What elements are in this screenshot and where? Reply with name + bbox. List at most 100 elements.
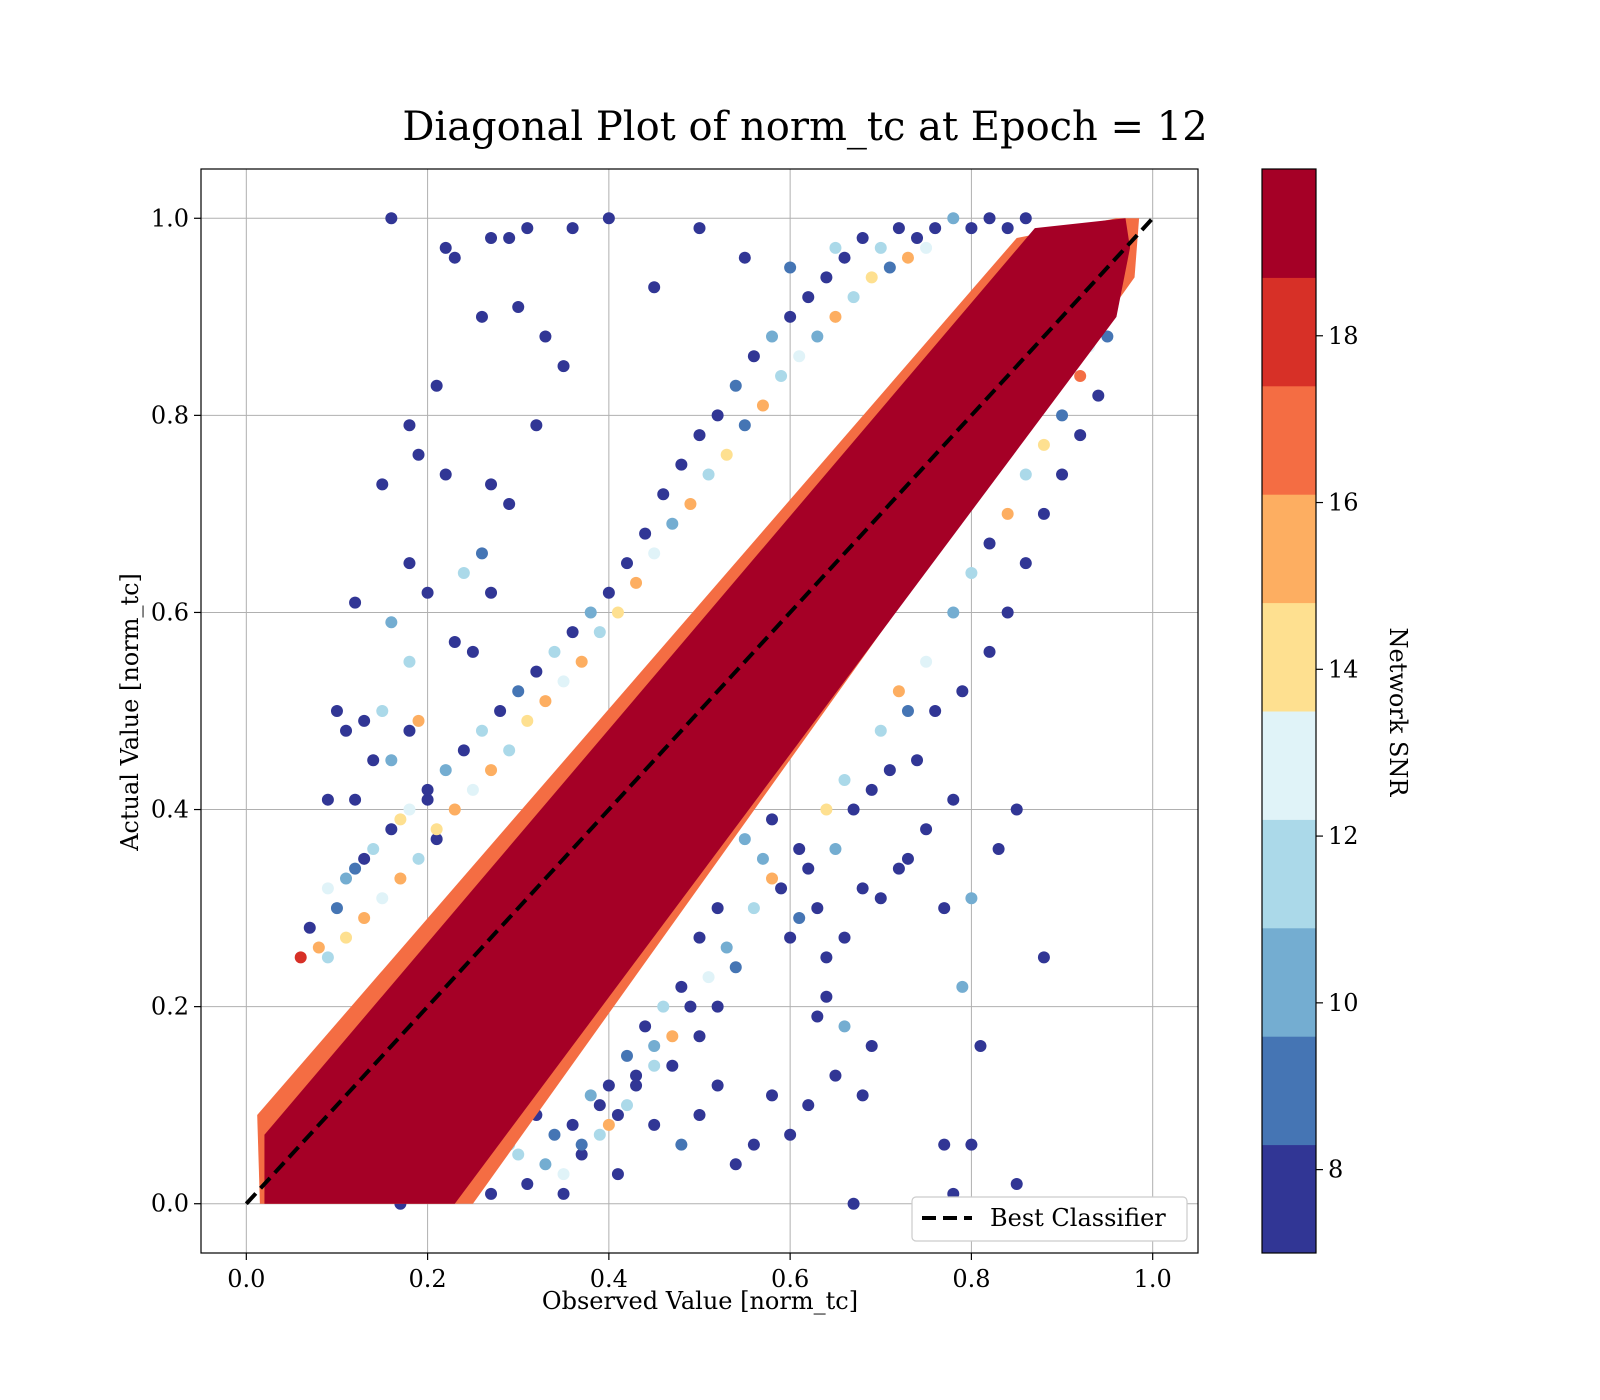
colorbar (1262, 169, 1316, 1254)
scatter-point (321, 793, 334, 806)
scatter-point (784, 261, 797, 274)
scatter-point (738, 833, 751, 846)
y-tick-label: 0.8 (151, 401, 189, 429)
scatter-point (1037, 438, 1050, 451)
scatter-point (729, 1158, 742, 1171)
scatter-point (403, 724, 416, 737)
scatter-point (965, 1138, 978, 1151)
scatter-point (838, 773, 851, 786)
scatter-point (766, 1089, 779, 1102)
scatter-point (820, 803, 833, 816)
scatter-point (340, 931, 353, 944)
scatter-point (566, 626, 579, 639)
colorbar-segment (1262, 385, 1316, 495)
scatter-point (784, 931, 797, 944)
legend-box (911, 1196, 1188, 1242)
scatter-point (947, 793, 960, 806)
scatter-point (747, 1138, 760, 1151)
scatter-point (611, 1109, 624, 1122)
scatter-point (793, 350, 806, 363)
scatter-point (1001, 507, 1014, 520)
scatter-point (1001, 222, 1014, 235)
y-tick-label: 0.0 (151, 1190, 189, 1218)
colorbar-frame (1261, 168, 1317, 1254)
scatter-point (1037, 951, 1050, 964)
scatter-point (965, 567, 978, 580)
scatter-point (485, 1187, 498, 1200)
colorbar-segment (1262, 819, 1316, 929)
scatter-point (385, 823, 398, 836)
scatter-point (367, 754, 380, 767)
scatter-point (847, 803, 860, 816)
scatter-point (630, 576, 643, 589)
scatter-point (349, 862, 362, 875)
scatter-point (566, 1118, 579, 1131)
scatter-point (330, 705, 343, 717)
scatter-point (1056, 468, 1069, 481)
scatter-point (675, 458, 688, 471)
scatter-point (738, 419, 751, 432)
scatter-point (766, 813, 779, 826)
legend-entry-best-classifier: Best Classifier (990, 1204, 1166, 1232)
y-tick-label: 1.0 (151, 204, 189, 232)
y-axis-label: Actual Value [norm_tc] (116, 573, 144, 852)
scatter-point (439, 764, 452, 777)
scatter-point (847, 1197, 860, 1210)
scatter-point (684, 1000, 697, 1013)
colorbar-segment (1262, 277, 1316, 387)
x-tick-label: 0.2 (409, 1265, 447, 1293)
scatter-point (711, 409, 724, 422)
scatter-point (358, 911, 371, 924)
scatter-point (747, 902, 760, 915)
scatter-point (811, 330, 824, 343)
scatter-point (883, 764, 896, 777)
scatter-point (485, 478, 498, 491)
colorbar-segment (1262, 927, 1316, 1037)
scatter-point (666, 1059, 679, 1072)
scatter-point (439, 241, 452, 254)
scatter-point (412, 852, 425, 865)
scatter-point (775, 369, 788, 382)
scatter-point (593, 626, 606, 639)
scatter-point (766, 872, 779, 885)
y-axis-ticks: 0.0 0.2 0.4 0.6 0.8 1.0 (151, 204, 201, 1218)
dense-band (257, 218, 1140, 1204)
scatter-point (403, 803, 416, 816)
scatter-point (448, 251, 461, 264)
scatter-point (620, 1049, 633, 1062)
scatter-point (367, 842, 380, 855)
scatter-point (494, 705, 507, 717)
scatter-point (920, 655, 933, 668)
x-tick-label: 1.0 (1134, 1265, 1172, 1293)
scatter-point (430, 823, 443, 836)
scatter-point (630, 1069, 643, 1082)
scatter-point (539, 1158, 552, 1171)
scatter-point (847, 291, 860, 304)
colorbar-tick-label: 12 (1328, 822, 1359, 850)
scatter-point (421, 586, 434, 599)
scatter-point (756, 852, 769, 865)
scatter-point (548, 1128, 561, 1141)
colorbar-tick-label: 8 (1328, 1156, 1343, 1184)
scatter-point (421, 793, 434, 806)
colorbar-segment (1262, 1144, 1316, 1254)
scatter-point (865, 271, 878, 284)
scatter-point (548, 645, 561, 658)
colorbar-segment (1262, 494, 1316, 604)
scatter-point (1019, 557, 1032, 570)
scatter-point (557, 1187, 570, 1200)
scatter-point (965, 222, 978, 235)
colorbar-segment (1262, 602, 1316, 712)
scatter-point (947, 606, 960, 619)
scatter-point (793, 911, 806, 924)
scatter-point (829, 1069, 842, 1082)
scatter-point (503, 231, 516, 244)
scatter-point (376, 892, 389, 905)
scatter-point (693, 1030, 706, 1043)
scatter-point (557, 360, 570, 373)
scatter-point (838, 251, 851, 264)
scatter-point (874, 724, 887, 737)
scatter-point (929, 705, 942, 717)
scatter-point (539, 330, 552, 343)
